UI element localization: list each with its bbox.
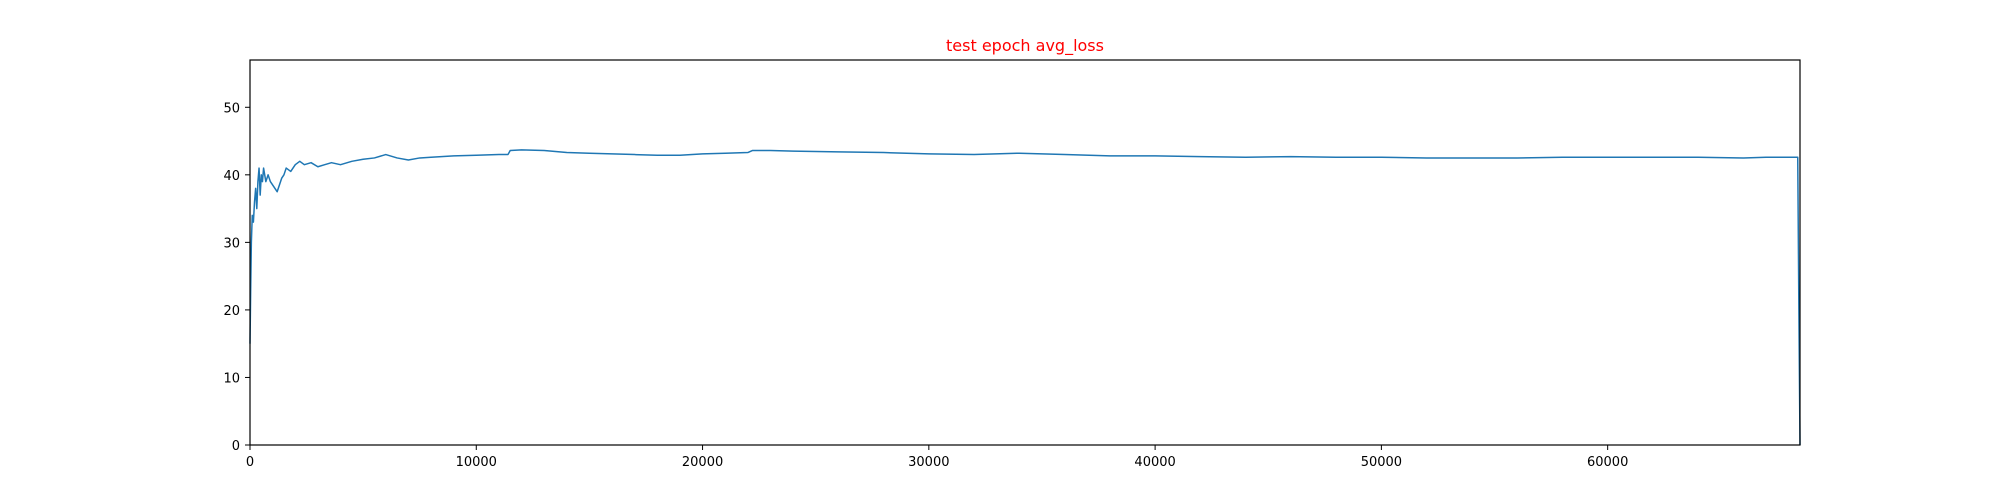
y-tick-label: 50 <box>223 101 240 116</box>
x-axis: 0 10000 20000 30000 40000 50000 60000 <box>246 445 1628 470</box>
y-tick-label: 10 <box>223 371 240 386</box>
y-axis: 0 10 20 30 40 50 <box>223 101 250 454</box>
y-tick-label: 20 <box>223 304 240 319</box>
x-tick-label: 30000 <box>908 455 949 470</box>
x-tick-label: 50000 <box>1361 455 1402 470</box>
x-tick-label: 10000 <box>456 455 497 470</box>
x-tick-label: 60000 <box>1587 455 1628 470</box>
y-tick-label: 0 <box>232 439 240 454</box>
y-tick-label: 40 <box>223 169 240 184</box>
x-tick-label: 40000 <box>1134 455 1175 470</box>
chart-title: test epoch avg_loss <box>946 36 1104 56</box>
x-tick-label: 0 <box>246 455 254 470</box>
x-tick-label: 20000 <box>682 455 723 470</box>
y-tick-label: 30 <box>223 236 240 251</box>
plot-area <box>249 149 1801 446</box>
series-line-0 <box>249 149 1801 446</box>
plot-frame <box>249 59 1801 446</box>
